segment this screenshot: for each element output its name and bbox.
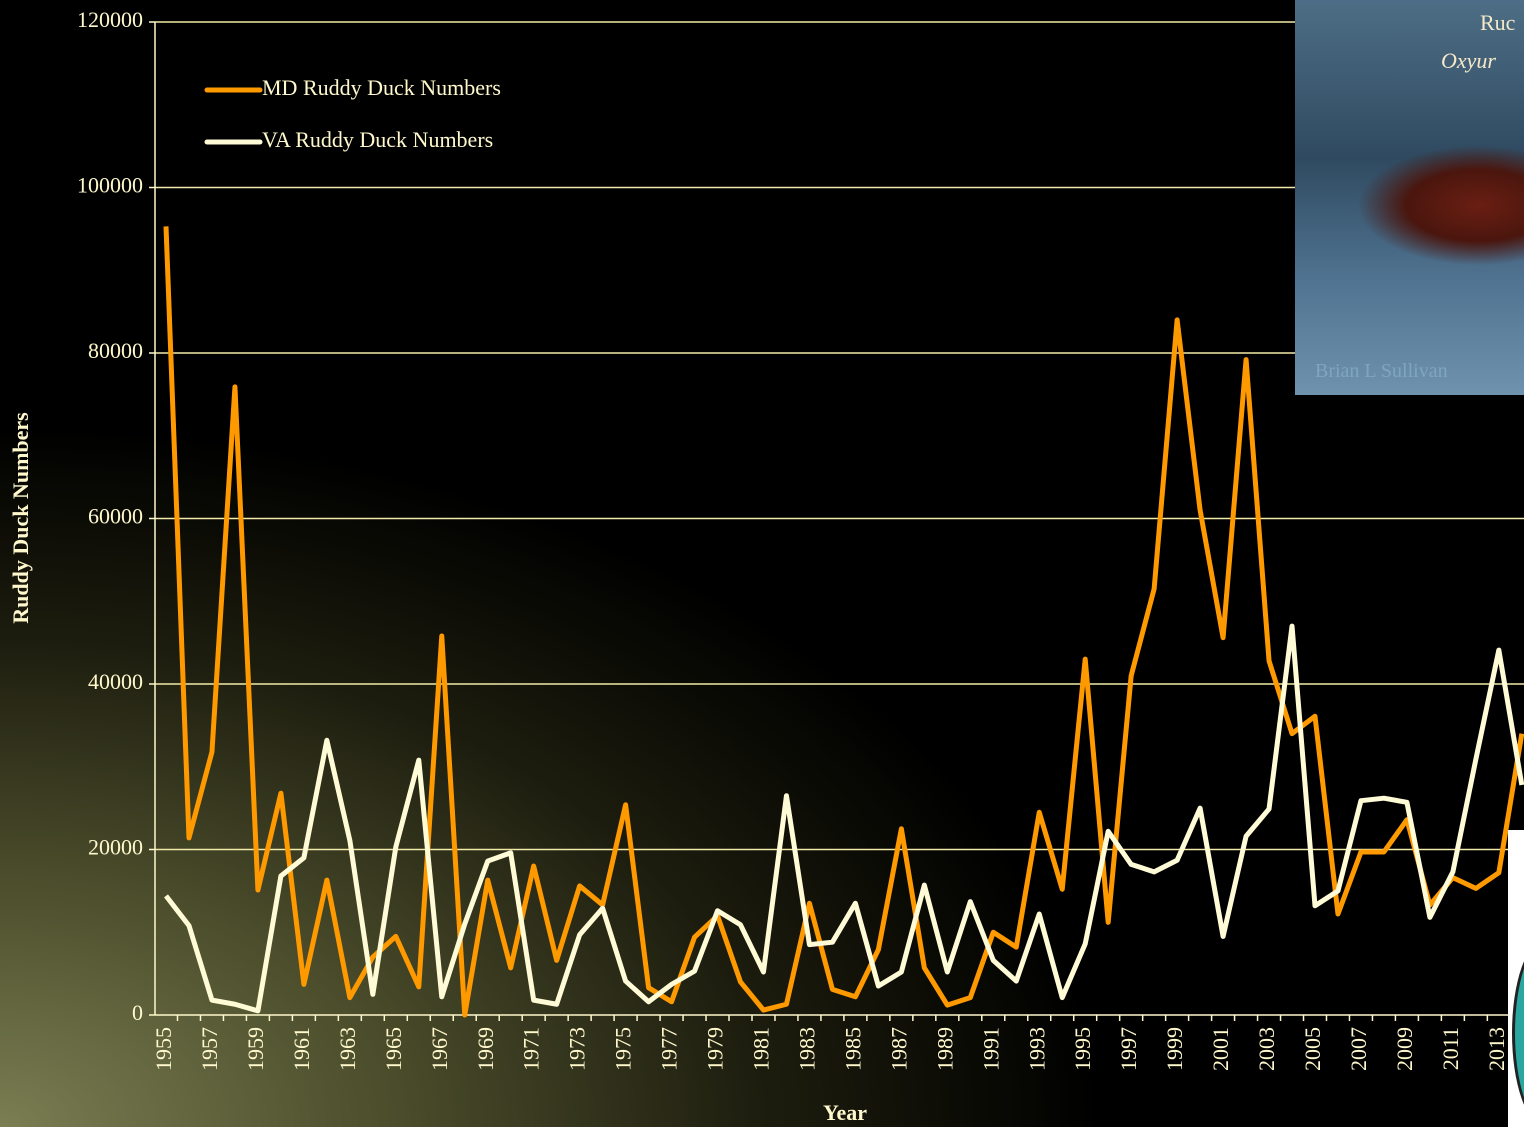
x-tick-label: 1975 xyxy=(611,1027,636,1071)
y-tick-label: 0 xyxy=(132,1000,143,1025)
x-tick-label: 2001 xyxy=(1208,1027,1233,1071)
x-tick-label: 1995 xyxy=(1070,1027,1095,1071)
x-tick-label: 1965 xyxy=(381,1027,406,1071)
x-tick-label: 1977 xyxy=(657,1027,682,1071)
x-tick-label: 1991 xyxy=(978,1027,1003,1071)
legend-label: VA Ruddy Duck Numbers xyxy=(262,127,493,152)
x-axis-label: Year xyxy=(823,1100,867,1125)
legend-label: MD Ruddy Duck Numbers xyxy=(262,75,501,100)
duck-photo: Ruc Oxyur Brian L Sullivan xyxy=(1295,0,1524,395)
x-tick-label: 2013 xyxy=(1484,1027,1509,1071)
photo-title: Ruc xyxy=(1480,10,1516,35)
x-tick-label: 1981 xyxy=(749,1027,774,1071)
photo-credit: Brian L Sullivan xyxy=(1315,360,1448,382)
x-tick-label: 1987 xyxy=(886,1027,911,1071)
x-tick-label: 2011 xyxy=(1438,1027,1463,1070)
photo-subtitle: Oxyur xyxy=(1441,48,1496,73)
image-disc xyxy=(1512,940,1524,1126)
y-tick-label: 60000 xyxy=(88,504,143,529)
y-tick-label: 80000 xyxy=(88,338,143,363)
x-tick-label: 2005 xyxy=(1300,1027,1325,1071)
x-tick-label: 1955 xyxy=(151,1027,176,1071)
x-tick-label: 2003 xyxy=(1254,1027,1279,1071)
x-tick-label: 1985 xyxy=(840,1027,865,1071)
x-tick-label: 2009 xyxy=(1392,1027,1417,1071)
x-tick-label: 1983 xyxy=(794,1027,819,1071)
side-image xyxy=(1508,830,1524,1127)
x-tick-label: 1973 xyxy=(565,1027,590,1071)
y-tick-label: 120000 xyxy=(77,7,143,32)
x-tick-label: 1999 xyxy=(1162,1027,1187,1071)
x-tick-label: 1957 xyxy=(197,1027,222,1071)
y-tick-label: 100000 xyxy=(77,173,143,198)
x-tick-label: 1961 xyxy=(289,1027,314,1071)
y-tick-label: 40000 xyxy=(88,669,143,694)
x-tick-label: 1963 xyxy=(335,1027,360,1071)
x-tick-label: 1967 xyxy=(427,1027,452,1071)
x-tick-label: 1993 xyxy=(1024,1027,1049,1071)
y-tick-label: 20000 xyxy=(88,835,143,860)
x-tick-label: 1969 xyxy=(473,1027,498,1071)
x-tick-label: 2007 xyxy=(1346,1027,1371,1071)
x-tick-label: 1971 xyxy=(519,1027,544,1071)
x-tick-label: 1997 xyxy=(1116,1027,1141,1071)
data-line xyxy=(163,226,1524,1018)
x-tick-label: 1979 xyxy=(703,1027,728,1071)
x-tick-label: 1989 xyxy=(932,1027,957,1071)
x-tick-label: 1959 xyxy=(243,1027,268,1071)
data-line xyxy=(164,623,1524,1014)
y-axis-label: Ruddy Duck Numbers xyxy=(8,412,33,624)
